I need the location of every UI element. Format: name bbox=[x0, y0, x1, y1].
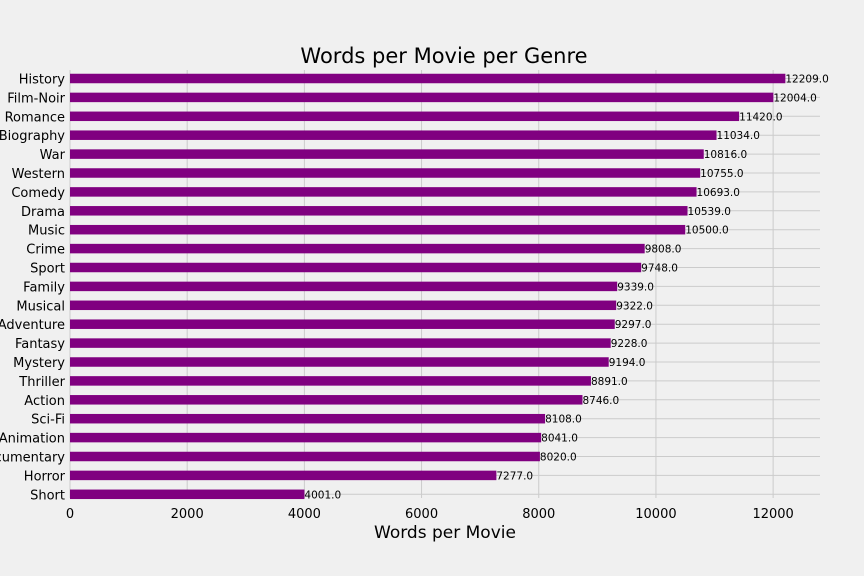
value-label: 10693.0 bbox=[697, 187, 740, 199]
x-tick-label: 10000 bbox=[635, 507, 676, 522]
value-label: 8891.0 bbox=[591, 376, 628, 388]
category-label: Horror bbox=[24, 469, 66, 484]
x-tick-label: 2000 bbox=[171, 507, 204, 522]
bar bbox=[70, 319, 615, 329]
bar bbox=[70, 206, 688, 216]
value-label: 7277.0 bbox=[496, 470, 533, 482]
category-label: Action bbox=[24, 394, 65, 409]
bar bbox=[70, 489, 305, 500]
value-label: 12209.0 bbox=[785, 74, 828, 86]
value-label: 4001.0 bbox=[304, 489, 341, 501]
category-label: Family bbox=[23, 280, 65, 295]
bar bbox=[70, 432, 542, 443]
x-tick-label: 4000 bbox=[288, 507, 321, 522]
bar bbox=[70, 413, 546, 424]
value-label: 9228.0 bbox=[611, 338, 648, 350]
bars bbox=[70, 73, 786, 500]
x-tick-label: 8000 bbox=[522, 507, 555, 522]
bar bbox=[70, 300, 617, 311]
value-label: 9297.0 bbox=[615, 319, 652, 331]
category-label: Music bbox=[28, 224, 65, 239]
category-label: War bbox=[40, 148, 66, 163]
value-label: 10539.0 bbox=[688, 206, 731, 218]
bar bbox=[70, 92, 774, 103]
category-label: Sport bbox=[30, 262, 65, 277]
x-axis-label: Words per Movie bbox=[374, 523, 516, 543]
bar bbox=[70, 262, 642, 273]
category-label: Documentary bbox=[0, 451, 65, 466]
value-label: 11034.0 bbox=[717, 130, 760, 142]
value-label: 8108.0 bbox=[545, 414, 582, 426]
category-label: Sci-Fi bbox=[31, 413, 65, 428]
bar bbox=[70, 111, 740, 122]
bar bbox=[70, 168, 701, 178]
bar bbox=[70, 130, 717, 140]
bar bbox=[70, 376, 591, 386]
value-labels: 12209.0 12004.0 11420.0 11034.0 10816.0 10755… bbox=[304, 74, 828, 502]
bar bbox=[70, 281, 618, 292]
bar bbox=[70, 187, 697, 197]
value-label: 8041.0 bbox=[541, 433, 578, 445]
value-label: 12004.0 bbox=[773, 92, 816, 104]
value-label: 9808.0 bbox=[645, 244, 682, 256]
category-label: Short bbox=[30, 488, 65, 503]
bar bbox=[70, 243, 645, 254]
category-label: History bbox=[19, 73, 66, 88]
category-label: Adventure bbox=[0, 318, 65, 333]
category-label: Crime bbox=[26, 243, 65, 258]
category-label: Drama bbox=[21, 205, 65, 220]
category-label: Comedy bbox=[11, 186, 65, 201]
bar bbox=[70, 73, 786, 84]
value-label: 8746.0 bbox=[582, 395, 619, 407]
value-label: 10500.0 bbox=[685, 225, 728, 237]
value-label: 9748.0 bbox=[641, 263, 678, 275]
value-label: 9194.0 bbox=[609, 357, 646, 369]
value-label: 10755.0 bbox=[700, 168, 743, 180]
value-label: 11420.0 bbox=[739, 111, 782, 123]
category-label: Mystery bbox=[13, 356, 65, 371]
category-labels: History Film-Noir Romance Biography War Weste… bbox=[0, 73, 66, 504]
bar bbox=[70, 451, 540, 462]
bar bbox=[70, 470, 497, 481]
category-label: Animation bbox=[0, 432, 65, 447]
category-label: Film-Noir bbox=[7, 91, 65, 106]
bar bbox=[70, 224, 686, 235]
category-label: Thriller bbox=[18, 375, 65, 390]
x-tick-label: 6000 bbox=[405, 507, 438, 522]
x-tick-label: 12000 bbox=[752, 507, 793, 522]
value-label: 9339.0 bbox=[617, 281, 654, 293]
bar bbox=[70, 338, 611, 348]
bar bbox=[70, 395, 583, 405]
x-tick-labels: 0 2000 4000 6000 8000 10000 12000 bbox=[66, 507, 794, 522]
category-label: Musical bbox=[16, 299, 65, 314]
category-label: Western bbox=[12, 167, 65, 182]
category-label: Fantasy bbox=[15, 337, 65, 352]
category-label: Biography bbox=[0, 129, 65, 144]
category-label: Romance bbox=[5, 110, 65, 125]
value-label: 10816.0 bbox=[704, 149, 747, 161]
value-label: 8020.0 bbox=[540, 452, 577, 464]
bar bbox=[70, 357, 609, 367]
x-tick-label: 0 bbox=[66, 507, 74, 522]
chart-title: Words per Movie per Genre bbox=[300, 44, 587, 68]
value-label: 9322.0 bbox=[616, 300, 653, 312]
bar bbox=[70, 149, 704, 159]
